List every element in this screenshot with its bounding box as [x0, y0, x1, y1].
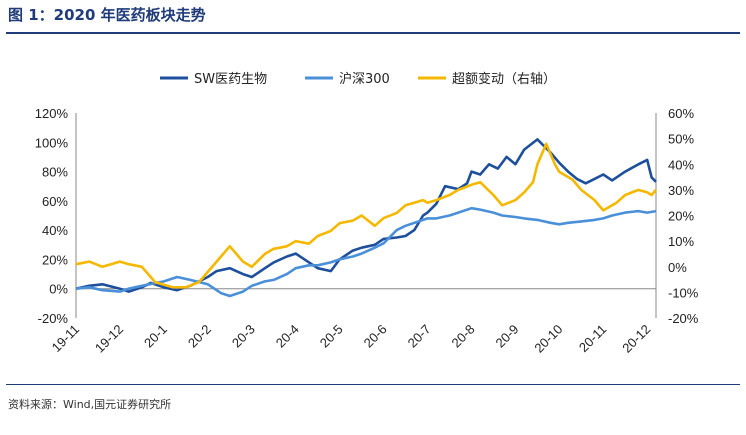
x-tick-label: 20-6 [361, 322, 390, 351]
left-tick-label: 100% [35, 135, 69, 150]
left-tick-label: 60% [42, 194, 68, 209]
series-line-1 [75, 138, 657, 293]
right-tick-label: 0% [668, 260, 687, 275]
legend: SW医药生物 沪深300 超额变动（右轴） [160, 71, 556, 87]
left-tick-label: 80% [42, 165, 68, 180]
left-tick-label: 40% [42, 223, 68, 238]
series-line-2 [75, 206, 657, 298]
right-tick-label: 10% [668, 234, 694, 249]
x-tick-label: 20-11 [576, 322, 609, 355]
x-tick-label: 20-8 [449, 322, 478, 351]
legend-label: 沪深300 [339, 71, 390, 87]
x-axis: 19-11 19-12 20-1 20-2 20-3 20-4 20-5 20-6 20-7 20… [49, 288, 656, 356]
right-tick-label: 60% [668, 106, 694, 121]
right-y-axis: -20% -10% 0% 10% 20% 30% 40% 50% 60% [655, 106, 699, 326]
x-tick-label: 20-10 [531, 322, 565, 356]
x-tick-label: 20-2 [185, 322, 214, 351]
series-line-3 [75, 142, 657, 289]
legend-label: 超额变动（右轴） [452, 71, 556, 87]
left-tick-label: -20% [38, 311, 69, 326]
right-tick-label: -10% [668, 285, 699, 300]
x-tick-label: 20-1 [141, 322, 170, 351]
line-chart: SW医药生物 沪深300 超额变动（右轴） -20% 0% 20% 40% 60% 80% 10… [35, 71, 699, 356]
figure-title: 图 1：2020 年医药板块走势 [8, 6, 206, 24]
x-tick-label: 20-7 [405, 322, 434, 351]
right-tick-label: 20% [668, 209, 694, 224]
left-tick-label: 120% [35, 106, 69, 121]
title-rule [6, 32, 740, 34]
right-tick-label: -20% [668, 311, 699, 326]
x-tick-label: 20-12 [619, 322, 653, 356]
x-tick-label: 20-5 [317, 322, 346, 351]
source-rule [6, 384, 740, 385]
source-note: 资料来源：Wind,国元证券研究所 [8, 398, 172, 411]
plot-lines [75, 138, 657, 298]
right-tick-label: 50% [668, 132, 694, 147]
x-tick-label: 19-11 [49, 322, 82, 355]
x-tick-label: 20-3 [229, 322, 258, 351]
left-y-axis: -20% 0% 20% 40% 60% 80% 100% 120% [35, 106, 77, 326]
x-tick-label: 20-4 [273, 322, 302, 351]
left-tick-label: 0% [49, 282, 68, 297]
right-tick-label: 30% [668, 183, 694, 198]
x-tick-label: 19-12 [92, 322, 126, 356]
x-tick-label: 20-9 [493, 322, 522, 351]
legend-label: SW医药生物 [194, 72, 267, 87]
right-tick-label: 40% [668, 157, 694, 172]
left-tick-label: 20% [42, 252, 68, 267]
